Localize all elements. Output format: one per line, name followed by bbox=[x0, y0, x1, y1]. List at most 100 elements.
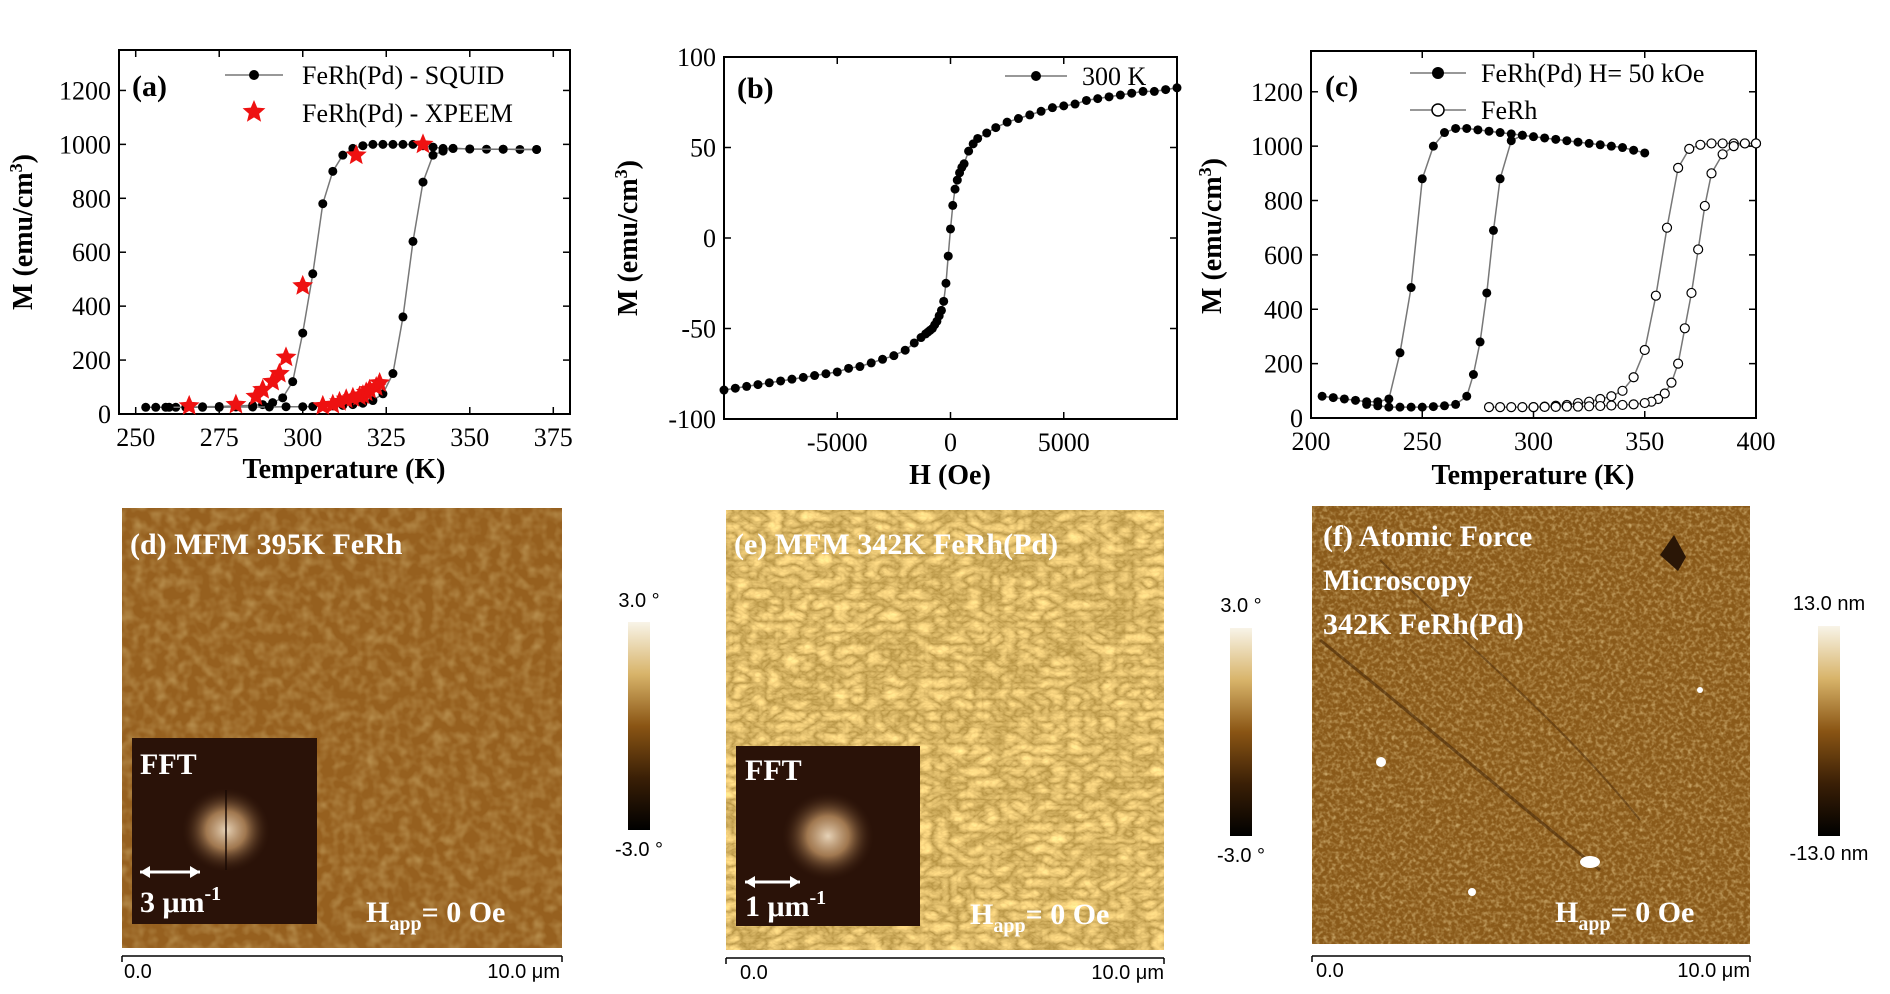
data-point bbox=[1047, 103, 1057, 113]
series-line bbox=[1489, 142, 1756, 408]
data-point bbox=[1517, 130, 1527, 140]
data-point bbox=[428, 150, 438, 160]
panel-b-xlabel: H (Oe) bbox=[909, 460, 991, 491]
data-point bbox=[1506, 136, 1516, 146]
data-point bbox=[1717, 149, 1728, 160]
data-point bbox=[959, 159, 969, 169]
data-point bbox=[448, 143, 458, 153]
data-point bbox=[982, 128, 992, 138]
data-point bbox=[288, 377, 298, 387]
data-point bbox=[281, 402, 291, 412]
data-point bbox=[1081, 95, 1091, 105]
data-point bbox=[465, 144, 475, 154]
data-point bbox=[844, 363, 854, 373]
data-point bbox=[532, 144, 542, 154]
data-point bbox=[764, 378, 774, 388]
data-point bbox=[1750, 138, 1762, 149]
panel-a-xlabel: Temperature (K) bbox=[243, 454, 446, 485]
data-point bbox=[248, 402, 258, 412]
data-point bbox=[948, 200, 958, 210]
x-tick-label: 325 bbox=[367, 423, 406, 452]
data-point bbox=[889, 351, 899, 361]
data-point bbox=[1584, 138, 1594, 148]
y-tick-label: 800 bbox=[72, 184, 111, 213]
mfm-image-e: (e) MFM 342K FeRh(Pd) FFT 1 μm-1 Happ= 0… bbox=[725, 510, 1165, 984]
data-point bbox=[1104, 92, 1114, 102]
data-point bbox=[1550, 401, 1561, 412]
series-line bbox=[169, 147, 537, 409]
y-tick-label: 0 bbox=[703, 224, 716, 253]
data-point bbox=[1661, 222, 1673, 233]
data-point bbox=[1002, 117, 1012, 127]
data-point bbox=[939, 296, 949, 306]
data-point bbox=[950, 184, 960, 194]
data-point bbox=[1640, 148, 1650, 158]
data-point bbox=[1572, 401, 1584, 412]
data-point bbox=[1739, 138, 1750, 149]
data-point bbox=[1317, 391, 1327, 401]
data-point bbox=[1468, 370, 1478, 380]
data-point bbox=[810, 371, 820, 381]
data-point bbox=[428, 142, 438, 152]
data-point bbox=[1161, 85, 1171, 95]
data-point bbox=[1706, 138, 1717, 149]
data-point bbox=[753, 380, 763, 390]
data-point bbox=[1628, 372, 1639, 383]
data-point bbox=[388, 369, 398, 379]
colorbar-d-max: 3.0 ° bbox=[618, 590, 659, 612]
afm-f-scratch-2 bbox=[1379, 559, 1641, 821]
y-tick-label: 400 bbox=[1264, 295, 1303, 324]
x-tick-label: 350 bbox=[450, 423, 489, 452]
happ-d: Happ= 0 Oe bbox=[366, 896, 505, 935]
panel-c-ylabel: M (emu/cm3) bbox=[1195, 158, 1228, 314]
afm-f-particle-2 bbox=[1376, 757, 1386, 767]
legend-c-label-2: FeRh bbox=[1481, 96, 1537, 125]
data-point bbox=[1617, 385, 1628, 396]
panel-a-ylabel: M (emu/cm3) bbox=[6, 154, 39, 310]
data-point bbox=[832, 367, 842, 377]
data-point bbox=[1395, 402, 1405, 412]
xpeem-point bbox=[268, 362, 290, 383]
y-tick-label: 1200 bbox=[59, 76, 111, 105]
data-point bbox=[1666, 377, 1677, 388]
data-point bbox=[1717, 138, 1728, 149]
data-point bbox=[866, 358, 876, 368]
data-point bbox=[936, 305, 946, 315]
data-point bbox=[1373, 401, 1383, 411]
data-point bbox=[1482, 288, 1492, 298]
y-tick-label: 400 bbox=[72, 292, 111, 321]
data-point bbox=[1484, 126, 1494, 136]
data-point bbox=[1406, 402, 1416, 412]
panel-c-xlabel: Temperature (K) bbox=[1432, 460, 1635, 491]
y-tick-label: 1200 bbox=[1251, 78, 1303, 107]
panel-b-ylabel: M (emu/cm3) bbox=[611, 160, 644, 316]
data-point bbox=[1462, 391, 1472, 401]
y-tick-label: 100 bbox=[677, 43, 716, 72]
legend-c-marker-1 bbox=[1432, 67, 1444, 79]
colorbar-f-max: 13.0 nm bbox=[1793, 593, 1865, 615]
scale-d-end: 10.0 μm bbox=[487, 961, 560, 983]
afm-f-particle-4 bbox=[1697, 687, 1703, 693]
xpeem-point bbox=[345, 144, 367, 165]
y-tick-label: 200 bbox=[72, 346, 111, 375]
data-point bbox=[991, 123, 1001, 133]
data-point bbox=[368, 139, 378, 149]
data-point bbox=[398, 139, 408, 149]
data-point bbox=[1362, 399, 1372, 409]
data-point bbox=[1115, 90, 1125, 100]
data-point bbox=[1428, 402, 1438, 412]
data-point bbox=[1495, 174, 1505, 184]
data-point bbox=[1475, 337, 1485, 347]
afm-image-f: (f) Atomic Force Microscopy 342K FeRh(Pd… bbox=[1311, 506, 1751, 982]
data-point bbox=[730, 383, 740, 393]
legend-a-marker-1 bbox=[249, 70, 259, 80]
data-point bbox=[1617, 399, 1628, 411]
data-point bbox=[1093, 94, 1103, 104]
data-point bbox=[952, 175, 962, 185]
data-point bbox=[378, 139, 388, 149]
data-point bbox=[742, 381, 752, 391]
data-point bbox=[418, 177, 428, 187]
y-tick-label: 1000 bbox=[59, 130, 111, 159]
happ-e: Happ= 0 Oe bbox=[970, 898, 1109, 937]
